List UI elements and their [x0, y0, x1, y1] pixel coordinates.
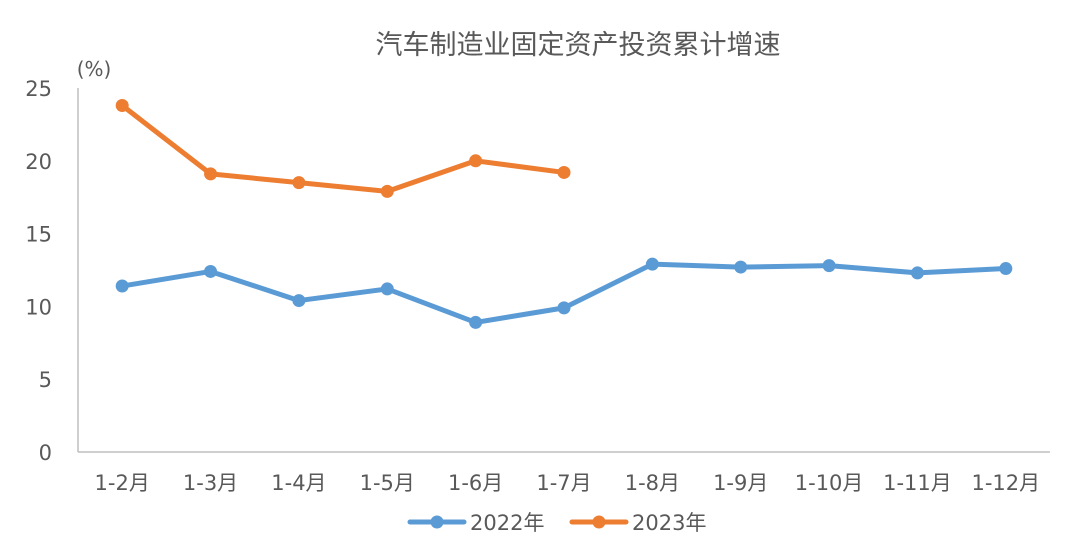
data-point	[999, 262, 1013, 276]
data-point	[910, 266, 924, 280]
data-point	[557, 301, 571, 315]
x-tick-label: 1-7月	[536, 471, 591, 495]
x-tick-label: 1-12月	[971, 471, 1040, 495]
y-tick-label: 5	[39, 368, 52, 392]
data-point	[115, 279, 129, 293]
y-tick-label: 20	[25, 150, 52, 174]
data-point	[734, 260, 748, 274]
series-layer	[115, 98, 1013, 329]
data-point	[380, 184, 394, 198]
data-point	[292, 294, 306, 308]
legend-swatch-marker	[592, 515, 606, 529]
ticks-layer: 0 5 10 15 20 25 1-2月 1-3月 1-4月 1-5月 1-6月 1-7月 1-8月 1-…	[25, 77, 1040, 495]
legend-swatch-marker	[430, 515, 444, 529]
y-axis-unit-label: (%)	[77, 57, 112, 81]
y-tick-label: 15	[25, 223, 52, 247]
series-line	[119, 102, 567, 194]
legend-label: 2022年	[470, 511, 544, 535]
data-point	[380, 282, 394, 296]
data-point	[822, 259, 836, 273]
chart-title: 汽车制造业固定资产投资累计增速	[376, 30, 781, 61]
data-point	[469, 315, 483, 329]
legend: 2022年 2023年	[407, 511, 706, 535]
x-tick-label: 1-9月	[713, 471, 768, 495]
x-tick-label: 1-4月	[271, 471, 326, 495]
x-tick-label: 1-10月	[795, 471, 864, 495]
data-point	[115, 98, 129, 112]
x-tick-label: 1-2月	[95, 471, 150, 495]
data-point	[645, 257, 659, 271]
data-point	[469, 154, 483, 168]
data-point	[292, 176, 306, 190]
data-point	[204, 264, 218, 278]
x-tick-label: 1-8月	[625, 471, 680, 495]
x-tick-label: 1-11月	[883, 471, 952, 495]
y-tick-label: 25	[25, 77, 52, 101]
x-tick-label: 1-5月	[360, 471, 415, 495]
data-point	[204, 167, 218, 181]
y-tick-label: 0	[39, 441, 52, 465]
y-tick-label: 10	[25, 295, 52, 319]
x-tick-label: 1-3月	[183, 471, 238, 495]
legend-label: 2023年	[632, 511, 706, 535]
data-point	[557, 165, 571, 179]
x-tick-label: 1-6月	[448, 471, 503, 495]
